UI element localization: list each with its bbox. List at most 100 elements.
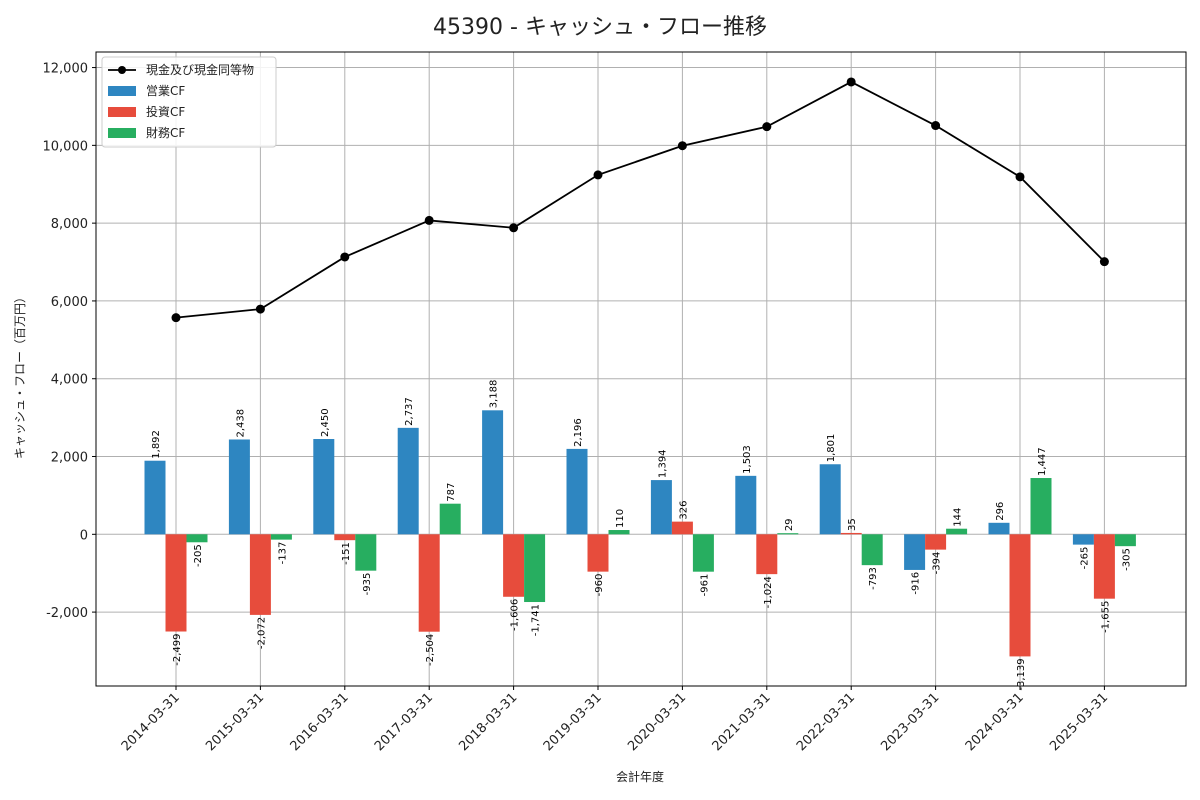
cash-point-2024-03-31 <box>1015 172 1025 182</box>
bar-value-label: 2,450 <box>320 408 331 437</box>
y-tick-label: 12,000 <box>43 62 89 77</box>
bar-財務CF-2015-03-31 <box>270 534 292 540</box>
cash-point-2015-03-31 <box>255 304 265 314</box>
bar-投資CF-2014-03-31 <box>165 534 187 632</box>
bar-営業CF-2024-03-31 <box>988 522 1010 535</box>
bar-財務CF-2020-03-31 <box>692 534 714 572</box>
legend-bar-swatch <box>108 86 136 96</box>
bar-value-label: -265 <box>1079 547 1090 570</box>
bar-value-label: -1,024 <box>763 576 774 608</box>
bar-value-label: -151 <box>341 542 352 565</box>
bar-value-label: 326 <box>678 501 689 520</box>
bar-value-label: 296 <box>995 502 1006 521</box>
cash-point-2019-03-31 <box>593 170 603 180</box>
bar-投資CF-2024-03-31 <box>1009 534 1031 657</box>
cash-point-2020-03-31 <box>677 141 687 151</box>
bar-value-label: 35 <box>847 518 858 531</box>
bar-value-label: 1,503 <box>742 445 753 474</box>
bar-営業CF-2025-03-31 <box>1072 534 1094 545</box>
legend-label: 現金及び現金同等物 <box>146 62 254 77</box>
x-tick-label: 2020-03-31 <box>625 690 689 754</box>
x-tick-label: 2018-03-31 <box>456 690 520 754</box>
bar-財務CF-2024-03-31 <box>1030 478 1052 535</box>
bar-value-label: -960 <box>594 574 605 597</box>
bar-投資CF-2025-03-31 <box>1093 534 1115 599</box>
bar-営業CF-2016-03-31 <box>313 439 335 535</box>
x-tick-label: 2024-03-31 <box>963 690 1027 754</box>
cash-point-2017-03-31 <box>424 215 434 225</box>
bar-投資CF-2017-03-31 <box>418 534 440 632</box>
bar-value-label: -1,606 <box>510 599 521 631</box>
bar-value-label: 144 <box>953 508 964 527</box>
legend-label: 投資CF <box>146 104 185 119</box>
bar-value-label: -1,741 <box>531 604 542 636</box>
bar-財務CF-2025-03-31 <box>1114 534 1136 547</box>
bar-value-label: 3,188 <box>489 380 500 409</box>
bar-投資CF-2018-03-31 <box>503 534 525 597</box>
bar-value-label: -3,139 <box>1016 658 1027 690</box>
bar-value-label: -916 <box>911 572 922 595</box>
bar-value-label: -305 <box>1121 548 1132 571</box>
legend-marker-swatch <box>118 66 126 74</box>
bar-value-label: -935 <box>362 573 373 596</box>
bar-value-label: -137 <box>277 542 288 565</box>
bar-value-label: -961 <box>699 574 710 597</box>
bar-value-label: 110 <box>615 509 626 528</box>
y-tick-label: 10,000 <box>43 139 89 154</box>
grid-lines <box>96 52 1186 686</box>
cash-point-2023-03-31 <box>931 121 941 131</box>
bar-value-label: 2,438 <box>235 409 246 438</box>
bar-財務CF-2019-03-31 <box>608 530 630 535</box>
x-tick-label: 2017-03-31 <box>372 690 436 754</box>
x-tick-label: 2019-03-31 <box>541 690 605 754</box>
bar-投資CF-2021-03-31 <box>756 534 778 575</box>
bar-営業CF-2023-03-31 <box>904 534 926 570</box>
bar-営業CF-2019-03-31 <box>566 448 588 535</box>
bar-value-label: 1,394 <box>657 449 668 478</box>
cash-line <box>175 80 1106 319</box>
bar-財務CF-2023-03-31 <box>946 528 968 535</box>
bar-value-label: 2,196 <box>573 418 584 447</box>
bar-value-label: -2,504 <box>425 634 436 666</box>
legend-label: 財務CF <box>146 125 185 140</box>
x-tick-label: 2014-03-31 <box>119 690 183 754</box>
x-tick-label: 2016-03-31 <box>288 690 352 754</box>
bar-営業CF-2014-03-31 <box>144 460 166 535</box>
cash-line-series <box>171 77 1109 323</box>
x-tick-label: 2015-03-31 <box>203 690 267 754</box>
cash-point-2025-03-31 <box>1099 257 1109 267</box>
cash-point-2014-03-31 <box>171 313 181 323</box>
cash-point-2022-03-31 <box>846 77 856 87</box>
data-labels: 1,892 2,438 2,450 2,737 3,188 2,196 1,394 1,503… <box>151 380 1132 691</box>
y-tick-label: 2,000 <box>51 451 88 466</box>
bar-value-label: -793 <box>868 567 879 590</box>
y-tick-label: -2,000 <box>46 606 88 621</box>
cash-point-2016-03-31 <box>340 252 350 262</box>
bar-財務CF-2014-03-31 <box>186 534 208 543</box>
bar-投資CF-2023-03-31 <box>925 534 947 550</box>
bar-value-label: 29 <box>784 518 795 531</box>
y-tick-label: 8,000 <box>51 217 88 232</box>
bar-投資CF-2019-03-31 <box>587 534 609 572</box>
bar-value-label: -205 <box>193 544 204 567</box>
cash-point-2021-03-31 <box>762 122 772 132</box>
legend-bar-swatch <box>108 128 136 138</box>
x-tick-label: 2022-03-31 <box>794 690 858 754</box>
x-axis-ticks: 2014-03-31 2015-03-31 2016-03-31 2017-03-31… <box>119 686 1111 754</box>
bar-営業CF-2021-03-31 <box>735 475 757 535</box>
bar-投資CF-2022-03-31 <box>840 532 862 535</box>
bar-value-label: 787 <box>446 483 457 502</box>
x-tick-label: 2021-03-31 <box>710 690 774 754</box>
bar-value-label: 1,801 <box>826 434 837 463</box>
x-tick-label: 2023-03-31 <box>878 690 942 754</box>
bar-営業CF-2015-03-31 <box>228 439 250 535</box>
bar-営業CF-2022-03-31 <box>819 464 841 535</box>
bar-財務CF-2022-03-31 <box>861 534 883 566</box>
bar-value-label: 1,892 <box>151 430 162 459</box>
chart-title: 45390 - キャッシュ・フロー推移 <box>433 15 767 40</box>
bar-営業CF-2018-03-31 <box>482 410 504 535</box>
x-tick-label: 2025-03-31 <box>1047 690 1111 754</box>
bar-投資CF-2016-03-31 <box>334 534 356 541</box>
